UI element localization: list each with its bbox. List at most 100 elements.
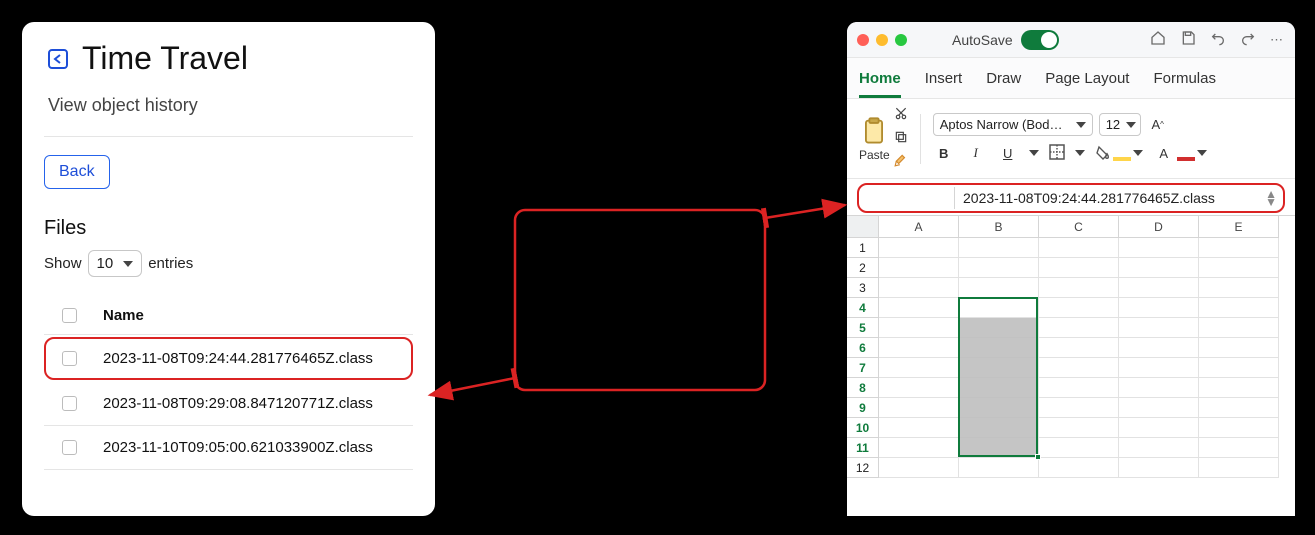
tab-home[interactable]: Home xyxy=(859,64,901,98)
zoom-window-button[interactable] xyxy=(895,34,907,46)
cell[interactable] xyxy=(1199,238,1279,258)
col-header-d[interactable]: D xyxy=(1119,216,1199,238)
cell[interactable] xyxy=(1119,358,1199,378)
cell[interactable] xyxy=(1199,338,1279,358)
cell[interactable] xyxy=(959,358,1039,378)
font-name-select[interactable]: Aptos Narrow (Bod… xyxy=(933,113,1093,136)
cell[interactable] xyxy=(1119,398,1199,418)
cell[interactable] xyxy=(1119,458,1199,478)
cell[interactable] xyxy=(959,278,1039,298)
tab-formulas[interactable]: Formulas xyxy=(1153,64,1216,98)
col-header-b[interactable]: B xyxy=(959,216,1039,238)
cell[interactable] xyxy=(1199,358,1279,378)
cell[interactable] xyxy=(879,318,959,338)
tab-insert[interactable]: Insert xyxy=(925,64,963,98)
name-box[interactable] xyxy=(865,187,955,209)
cell[interactable] xyxy=(879,238,959,258)
autosave-toggle[interactable] xyxy=(1021,30,1059,50)
row-header[interactable]: 4 xyxy=(847,298,879,318)
cell[interactable] xyxy=(1199,438,1279,458)
cell[interactable] xyxy=(1199,278,1279,298)
cell[interactable] xyxy=(1119,418,1199,438)
cell[interactable] xyxy=(1119,278,1199,298)
cell[interactable] xyxy=(1039,318,1119,338)
cell[interactable] xyxy=(879,258,959,278)
cell[interactable] xyxy=(1039,458,1119,478)
copy-icon[interactable] xyxy=(894,130,908,147)
redo-icon[interactable] xyxy=(1240,30,1256,49)
cell[interactable] xyxy=(1199,418,1279,438)
row-header[interactable]: 10 xyxy=(847,418,879,438)
cell[interactable] xyxy=(1039,338,1119,358)
cell[interactable] xyxy=(879,298,959,318)
font-color-button[interactable]: A xyxy=(1153,142,1207,164)
cell[interactable] xyxy=(1119,258,1199,278)
file-row-1[interactable]: 2023-11-08T09:29:08.847120771Z.class xyxy=(44,382,413,426)
cell[interactable] xyxy=(959,438,1039,458)
close-window-button[interactable] xyxy=(857,34,869,46)
minimize-window-button[interactable] xyxy=(876,34,888,46)
file-row-0[interactable]: 2023-11-08T09:24:44.281776465Z.class xyxy=(44,337,413,380)
row-header[interactable]: 6 xyxy=(847,338,879,358)
col-header-a[interactable]: A xyxy=(879,216,959,238)
cell[interactable] xyxy=(959,418,1039,438)
cell[interactable] xyxy=(1039,378,1119,398)
font-size-select[interactable]: 12 xyxy=(1099,113,1141,136)
paste-button[interactable]: Paste xyxy=(859,116,890,162)
cell[interactable] xyxy=(1119,378,1199,398)
cell[interactable] xyxy=(879,338,959,358)
fill-color-button[interactable] xyxy=(1095,145,1143,161)
format-painter-icon[interactable] xyxy=(894,153,908,170)
row-header[interactable]: 1 xyxy=(847,238,879,258)
cell[interactable] xyxy=(1039,238,1119,258)
cell[interactable] xyxy=(1119,318,1199,338)
home-icon[interactable] xyxy=(1150,30,1166,49)
row-checkbox[interactable] xyxy=(62,440,77,455)
cell[interactable] xyxy=(1119,238,1199,258)
cell[interactable] xyxy=(1039,438,1119,458)
formula-bar-expand[interactable]: ▲▼ xyxy=(1265,190,1277,206)
border-icon[interactable] xyxy=(1049,144,1065,163)
tab-page-layout[interactable]: Page Layout xyxy=(1045,64,1129,98)
save-icon[interactable] xyxy=(1180,30,1196,49)
row-checkbox[interactable] xyxy=(62,396,77,411)
cell[interactable] xyxy=(959,338,1039,358)
selection-handle[interactable] xyxy=(1035,454,1041,460)
cell[interactable] xyxy=(1039,418,1119,438)
increase-font-icon[interactable]: A^ xyxy=(1147,114,1169,136)
cell[interactable] xyxy=(879,398,959,418)
formula-bar-value[interactable]: 2023-11-08T09:24:44.281776465Z.class xyxy=(963,190,1215,206)
cell[interactable] xyxy=(1039,258,1119,278)
cell[interactable] xyxy=(1039,358,1119,378)
cell[interactable] xyxy=(879,458,959,478)
more-icon[interactable]: ⋯ xyxy=(1270,32,1285,48)
underline-button[interactable]: U xyxy=(997,142,1019,164)
cell[interactable] xyxy=(1039,278,1119,298)
cut-icon[interactable] xyxy=(894,107,908,124)
cell[interactable] xyxy=(959,398,1039,418)
cell[interactable] xyxy=(1199,298,1279,318)
cell[interactable] xyxy=(1199,258,1279,278)
cell[interactable] xyxy=(959,298,1039,318)
cell[interactable] xyxy=(1199,458,1279,478)
undo-icon[interactable] xyxy=(1210,30,1226,49)
cell[interactable] xyxy=(1119,438,1199,458)
bold-button[interactable]: B xyxy=(933,142,955,164)
cell[interactable] xyxy=(959,378,1039,398)
col-header-e[interactable]: E xyxy=(1199,216,1279,238)
row-header[interactable]: 12 xyxy=(847,458,879,478)
row-header[interactable]: 3 xyxy=(847,278,879,298)
entries-select[interactable]: 10 xyxy=(88,250,143,277)
cell[interactable] xyxy=(1199,398,1279,418)
row-header[interactable]: 5 xyxy=(847,318,879,338)
cell[interactable] xyxy=(879,358,959,378)
cell[interactable] xyxy=(879,418,959,438)
row-header[interactable]: 2 xyxy=(847,258,879,278)
cell[interactable] xyxy=(959,458,1039,478)
cell[interactable] xyxy=(959,238,1039,258)
file-row-2[interactable]: 2023-11-10T09:05:00.621033900Z.class xyxy=(44,426,413,470)
select-all-corner[interactable] xyxy=(847,216,879,238)
cell[interactable] xyxy=(959,258,1039,278)
cell[interactable] xyxy=(879,378,959,398)
cell[interactable] xyxy=(1119,338,1199,358)
